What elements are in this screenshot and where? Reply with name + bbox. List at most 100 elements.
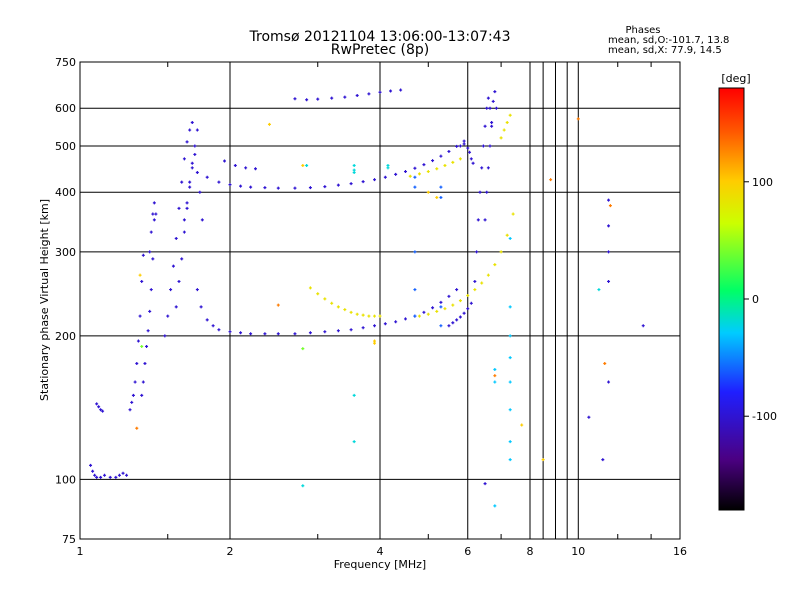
data-point [373, 339, 377, 343]
data-point [174, 236, 178, 240]
data-point [451, 160, 455, 164]
data-point [455, 318, 459, 322]
data-point [149, 230, 153, 234]
data-point [576, 117, 580, 121]
data-point [413, 185, 417, 189]
data-point [249, 332, 253, 336]
data-point [458, 144, 462, 148]
data-point [483, 482, 487, 486]
data-point [508, 440, 512, 444]
data-point [349, 182, 353, 186]
data-point [435, 309, 439, 313]
data-point [455, 144, 459, 148]
data-point [140, 344, 144, 348]
chart-subtitle: RwPretec (8p) [331, 42, 429, 58]
data-point [431, 159, 435, 163]
data-point [603, 361, 607, 365]
data-point [140, 393, 144, 397]
data-point [447, 294, 451, 298]
data-point [597, 288, 601, 292]
data-point [443, 164, 447, 168]
data-point [451, 303, 455, 307]
data-point [308, 286, 312, 290]
data-point [223, 159, 227, 163]
y-tick-labels: 75 100 200 300 400 500 600 750 [55, 56, 76, 546]
y-tick-label: 400 [55, 186, 76, 199]
data-point [154, 212, 158, 216]
data-point [125, 473, 129, 477]
data-point [180, 180, 184, 184]
data-point [508, 334, 512, 338]
data-point [373, 314, 377, 318]
phases-line-o: mean, sd,O:-101.7, 13.8 [608, 35, 729, 46]
data-point [205, 318, 209, 322]
data-point [403, 170, 407, 174]
data-point [239, 184, 243, 188]
data-point [293, 97, 297, 101]
data-point [163, 334, 167, 338]
data-point [152, 201, 156, 205]
data-point [352, 164, 356, 168]
data-point [352, 440, 356, 444]
data-point [458, 299, 462, 303]
data-point [185, 206, 189, 210]
data-point [146, 329, 150, 333]
data-point [413, 166, 417, 170]
x-tick-label: 1 [77, 545, 84, 558]
plot-area: 1 2 4 6 8 10 16 75 100 200 300 400 500 600 750 [55, 56, 687, 558]
data-point [508, 113, 512, 117]
data-point [169, 288, 173, 292]
data-point [141, 253, 145, 257]
data-point [468, 150, 472, 154]
data-point [422, 163, 426, 167]
y-tick-label: 75 [62, 533, 76, 546]
data-point [473, 288, 477, 292]
data-point [443, 307, 447, 311]
data-point [177, 206, 181, 210]
data-point [367, 314, 371, 318]
data-point [413, 288, 417, 292]
data-point [439, 154, 443, 158]
data-point [378, 314, 382, 318]
data-point [352, 170, 356, 174]
data-point [323, 330, 327, 334]
y-tick-label: 500 [55, 140, 76, 153]
data-point [190, 121, 194, 125]
data-point [478, 190, 482, 194]
data-point [355, 94, 359, 98]
data-point [493, 367, 497, 371]
data-point [399, 88, 403, 92]
data-point [151, 212, 155, 216]
data-point [508, 356, 512, 360]
data-point [301, 484, 305, 488]
data-point [148, 250, 152, 254]
data-point [308, 186, 312, 190]
data-point [97, 405, 101, 409]
data-point [141, 380, 145, 384]
data-point [136, 339, 140, 343]
data-point [549, 178, 553, 182]
data-point [131, 393, 135, 397]
data-point [180, 257, 184, 261]
data-point [108, 475, 112, 479]
data-point [505, 121, 509, 125]
data-point [426, 312, 430, 316]
data-point [239, 331, 243, 335]
data-point [508, 380, 512, 384]
data-point [195, 288, 199, 292]
data-point [199, 305, 203, 309]
data-point [188, 128, 192, 132]
x-tick-label: 2 [227, 545, 234, 558]
data-point [263, 186, 267, 190]
data-point [330, 301, 334, 305]
colorbar-tick-label: 100 [752, 176, 773, 189]
data-point [182, 157, 186, 161]
data-point [217, 180, 221, 184]
data-point [502, 128, 506, 132]
data-point [426, 170, 430, 174]
data-point [413, 314, 417, 318]
data-point [143, 361, 147, 365]
data-point [486, 166, 490, 170]
data-point [607, 279, 611, 283]
colorbar-tick-label: 0 [752, 293, 759, 306]
